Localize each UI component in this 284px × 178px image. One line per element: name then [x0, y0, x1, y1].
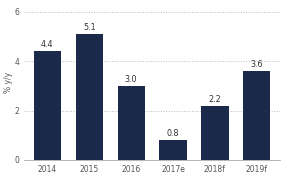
Text: 3.0: 3.0	[125, 75, 137, 84]
Bar	[159, 140, 187, 160]
Bar	[243, 71, 270, 160]
Bar	[34, 51, 61, 160]
Text: 5.1: 5.1	[83, 23, 95, 32]
Bar	[76, 34, 103, 160]
Text: 2.2: 2.2	[208, 95, 221, 104]
Bar	[201, 106, 229, 160]
Text: 3.6: 3.6	[250, 60, 263, 69]
Bar	[118, 86, 145, 160]
Y-axis label: % y/y: % y/y	[4, 72, 13, 93]
Text: 0.8: 0.8	[167, 129, 179, 138]
Text: 4.4: 4.4	[41, 40, 54, 49]
